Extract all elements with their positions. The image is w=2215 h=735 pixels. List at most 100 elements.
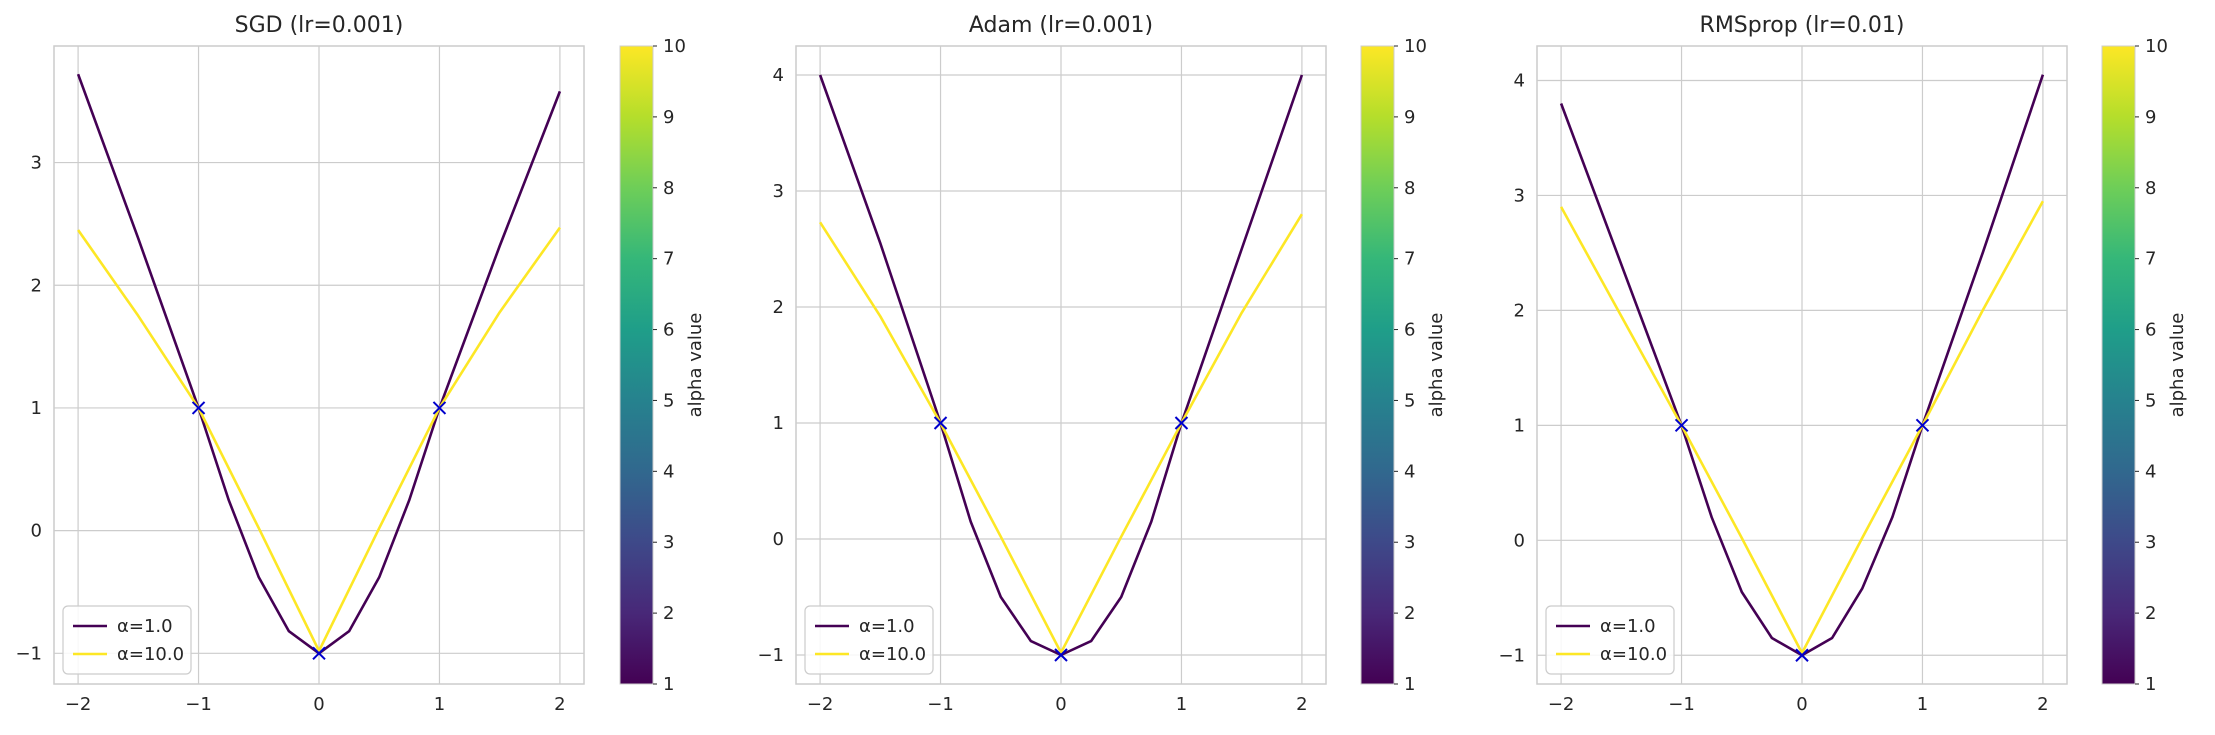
- legend-box: [804, 605, 934, 675]
- colorbar-frame: [2101, 45, 2136, 685]
- y-tick-label: 0: [31, 521, 42, 542]
- x-tick-label: 2: [554, 694, 565, 715]
- x-tick-label: −2: [807, 694, 834, 715]
- y-tick-label: −1: [1498, 645, 1525, 666]
- legend-label: α=10.0: [859, 644, 926, 665]
- colorbar: 1 2 3 4 5 6 7 8 9 10 alpha value: [2101, 36, 2188, 695]
- colorbar-tick-label: 5: [2145, 390, 2156, 411]
- colorbar-tick-label: 9: [2145, 107, 2156, 128]
- x-marker: [1054, 648, 1068, 662]
- chart-title: Adam (lr=0.001): [969, 13, 1153, 38]
- x-tick-label: −1: [927, 694, 954, 715]
- x-tick-label: 2: [1296, 694, 1307, 715]
- x-marker: [1915, 418, 1930, 433]
- x-tick-label: −2: [65, 694, 92, 715]
- colorbar-tick-label: 9: [663, 107, 674, 128]
- series-line-2: [77, 226, 561, 653]
- x-marker: [1795, 648, 1809, 662]
- colorbar-tick-label: 6: [2145, 320, 2156, 341]
- panel-2: −2 −1 0 1 2 −1 0 1 2 3 4 Adam (lr=0.001) α=1.0 α=10.0…: [757, 13, 1447, 715]
- y-tick-label: 2: [773, 297, 784, 318]
- x-tick-label: 1: [1176, 694, 1187, 715]
- colorbar-tick-label: 3: [663, 532, 674, 553]
- y-tick-label: 0: [773, 529, 784, 550]
- colorbar-gradient: [620, 46, 653, 684]
- series-line-2: [1559, 200, 2045, 655]
- legend-label: α=1.0: [859, 616, 915, 637]
- colorbar-tick-label: 10: [663, 36, 686, 57]
- colorbar-label: alpha value: [685, 313, 706, 418]
- x-tick-label: −1: [1668, 694, 1695, 715]
- colorbar-gradient: [2102, 46, 2135, 684]
- colorbar-tick-label: 4: [663, 461, 674, 482]
- axes-frame: [1536, 45, 2068, 685]
- legend: α=1.0 α=10.0: [1545, 605, 1675, 675]
- colorbar-tick-label: 4: [1404, 461, 1415, 482]
- y-tick-label: 3: [1514, 185, 1525, 206]
- x-tick-label: 0: [1055, 694, 1066, 715]
- y-tick-label: 4: [1514, 70, 1525, 91]
- colorbar-tick-label: 2: [1404, 603, 1415, 624]
- colorbar-tick-label: 8: [663, 178, 674, 199]
- colorbar-tick-label: 6: [1404, 320, 1415, 341]
- x-marker: [191, 401, 206, 415]
- legend-box: [62, 605, 192, 675]
- colorbar-tick-label: 3: [1404, 532, 1415, 553]
- y-tick-label: 2: [31, 275, 42, 296]
- colorbar-tick-label: 2: [663, 603, 674, 624]
- legend: α=1.0 α=10.0: [62, 605, 192, 675]
- chart-title: SGD (lr=0.001): [235, 13, 404, 38]
- y-tick-label: 3: [31, 153, 42, 174]
- y-tick-label: 0: [1514, 530, 1525, 551]
- series-line-2: [819, 213, 1304, 654]
- colorbar-tick-label: 5: [1404, 390, 1415, 411]
- colorbar-tick-label: 8: [2145, 178, 2156, 199]
- panel-1: −2 −1 0 1 2 −1 0 1 2 3 SGD (lr=0.001) α=1.0 α=10.0 1 2…: [15, 13, 706, 715]
- chart-title: RMSprop (lr=0.01): [1700, 13, 1905, 38]
- colorbar-frame: [1360, 45, 1395, 685]
- x-marker: [1174, 416, 1189, 430]
- x-marker: [1674, 418, 1689, 433]
- colorbar-tick-label: 8: [1404, 178, 1415, 199]
- colorbar-tick-label: 4: [2145, 461, 2156, 482]
- x-tick-label: 1: [434, 694, 445, 715]
- colorbar-tick-label: 3: [2145, 532, 2156, 553]
- y-tick-label: −1: [757, 645, 784, 666]
- y-tick-label: 1: [31, 398, 42, 419]
- colorbar-tick-label: 7: [663, 249, 674, 270]
- legend-label: α=10.0: [117, 644, 184, 665]
- colorbar-frame: [619, 45, 654, 685]
- legend-box: [1545, 605, 1675, 675]
- colorbar-tick-label: 1: [663, 674, 674, 695]
- legend-label: α=1.0: [1600, 616, 1656, 637]
- axes-frame: [53, 45, 585, 685]
- y-tick-label: 1: [1514, 415, 1525, 436]
- x-tick-label: 1: [1917, 694, 1928, 715]
- x-tick-label: 0: [1796, 694, 1807, 715]
- colorbar-gradient: [1361, 46, 1394, 684]
- colorbar-tick-label: 7: [1404, 249, 1415, 270]
- legend-label: α=10.0: [1600, 644, 1667, 665]
- y-tick-label: −1: [15, 643, 42, 664]
- y-tick-label: 3: [773, 181, 784, 202]
- x-tick-label: 2: [2037, 694, 2048, 715]
- colorbar-tick-label: 9: [1404, 107, 1415, 128]
- y-tick-label: 4: [773, 65, 784, 86]
- colorbar-tick-label: 10: [2145, 36, 2168, 57]
- colorbar-label: alpha value: [2167, 313, 2188, 418]
- panel-3: −2 −1 0 1 2 −1 0 1 2 3 4 RMSprop (lr=0.01) α=1.0 α=10…: [1498, 13, 2188, 715]
- colorbar-tick-label: 7: [2145, 249, 2156, 270]
- y-tick-label: 2: [1514, 300, 1525, 321]
- colorbar-tick-label: 1: [2145, 674, 2156, 695]
- colorbar-tick-label: 10: [1404, 36, 1427, 57]
- y-tick-label: 1: [773, 413, 784, 434]
- colorbar-tick-label: 5: [663, 390, 674, 411]
- colorbar-tick-label: 2: [2145, 603, 2156, 624]
- x-tick-label: 0: [313, 694, 324, 715]
- x-tick-label: −1: [185, 694, 212, 715]
- axes-frame: [795, 45, 1327, 685]
- x-tick-label: −2: [1548, 694, 1575, 715]
- x-marker: [933, 416, 948, 430]
- legend-label: α=1.0: [117, 616, 173, 637]
